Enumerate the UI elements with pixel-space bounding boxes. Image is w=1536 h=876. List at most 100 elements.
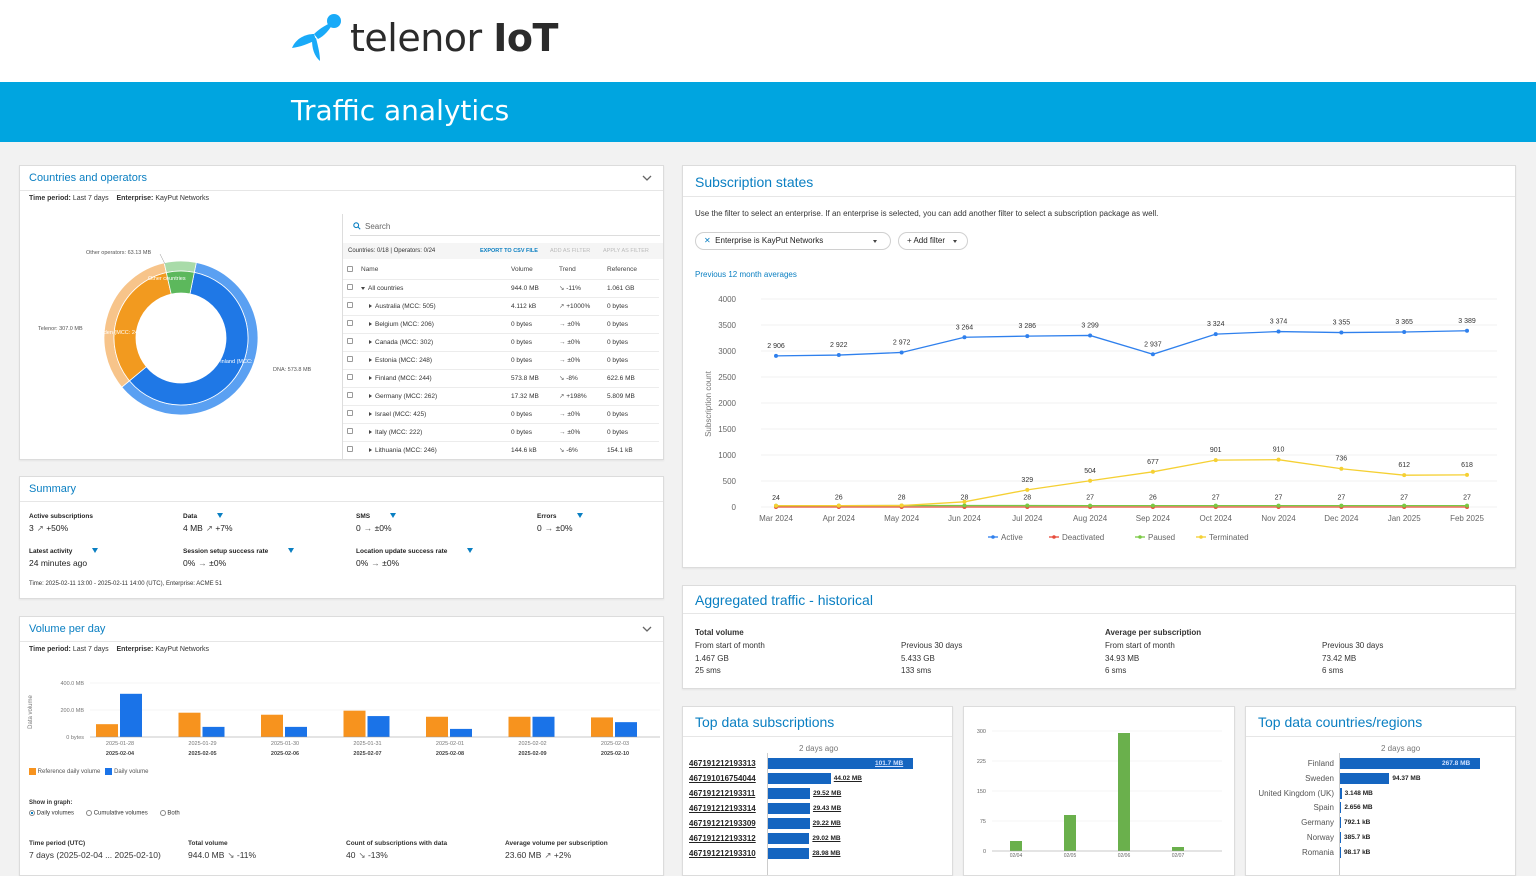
country-bar[interactable] <box>1340 817 1341 828</box>
select-all-checkbox[interactable] <box>347 266 353 272</box>
country-bar[interactable] <box>1340 773 1389 784</box>
point-terminated[interactable] <box>837 504 841 508</box>
point-paused[interactable] <box>1214 504 1218 508</box>
subscription-link[interactable]: 467191212193314 <box>689 804 756 813</box>
subscription-bar[interactable] <box>768 833 809 844</box>
caret-right-icon[interactable] <box>369 340 372 344</box>
point-paused[interactable] <box>1339 504 1343 508</box>
radio-cumulative[interactable]: Cumulative volumes <box>86 810 148 817</box>
point-active[interactable] <box>962 335 966 339</box>
legend-terminated[interactable]: Terminated <box>1209 533 1249 542</box>
legend-deactivated[interactable]: Deactivated <box>1062 533 1104 542</box>
point-active[interactable] <box>1402 330 1406 334</box>
bar-reference[interactable] <box>426 717 448 737</box>
row-checkbox[interactable] <box>347 428 353 434</box>
subscription-link[interactable]: 467191212193312 <box>689 834 756 843</box>
row-checkbox[interactable] <box>347 320 353 326</box>
bar-daily[interactable] <box>368 716 390 737</box>
bar-reference[interactable] <box>509 717 531 737</box>
filter-icon[interactable] <box>390 513 396 518</box>
radio-daily[interactable]: Daily volumes <box>29 810 74 817</box>
filter-icon[interactable] <box>217 513 223 518</box>
point-active[interactable] <box>1465 329 1469 333</box>
point-paused[interactable] <box>962 504 966 508</box>
row-checkbox[interactable] <box>347 356 353 362</box>
caret-right-icon[interactable] <box>369 448 372 452</box>
add-filter-chip[interactable]: + Add filter <box>898 232 968 250</box>
point-active[interactable] <box>900 350 904 354</box>
countries-donut[interactable]: Other operators: 63.13 MB Telenor: 307.0… <box>20 206 340 456</box>
point-terminated[interactable] <box>962 500 966 504</box>
point-terminated[interactable] <box>1465 473 1469 477</box>
point-terminated[interactable] <box>1214 458 1218 462</box>
point-paused[interactable] <box>1025 504 1029 508</box>
point-active[interactable] <box>1151 352 1155 356</box>
daily-bar[interactable] <box>1118 733 1130 851</box>
table-row[interactable]: Israel (MCC: 425)0 bytes→ ±0%0 bytes <box>343 405 659 423</box>
point-terminated[interactable] <box>1277 458 1281 462</box>
radio-both[interactable]: Both <box>160 810 180 817</box>
country-bar[interactable] <box>1340 832 1341 843</box>
add-filter-button[interactable]: ADD AS FILTER <box>550 248 590 254</box>
filter-icon[interactable] <box>288 548 294 553</box>
subscription-link[interactable]: 467191212193309 <box>689 819 756 828</box>
search-input[interactable]: Search <box>365 222 390 231</box>
states-chart[interactable]: 05001000150020002500300035004000Subscrip… <box>683 284 1516 554</box>
point-terminated[interactable] <box>1025 488 1029 492</box>
point-terminated[interactable] <box>774 504 778 508</box>
daily-bar[interactable] <box>1064 815 1076 851</box>
bar-daily[interactable] <box>285 727 307 737</box>
legend-paused[interactable]: Paused <box>1148 533 1175 542</box>
table-row[interactable]: Lithuania (MCC: 246)144.6 kB↘ -6%154.1 k… <box>343 441 659 459</box>
col-name[interactable]: Name <box>357 261 507 279</box>
search-box[interactable]: Search <box>350 218 660 236</box>
point-paused[interactable] <box>1151 504 1155 508</box>
table-row[interactable]: Germany (MCC: 262)17.32 MB↗ +198%5.809 M… <box>343 387 659 405</box>
caret-right-icon[interactable] <box>369 430 372 434</box>
point-paused[interactable] <box>1088 504 1092 508</box>
bar-reference[interactable] <box>261 715 283 737</box>
point-paused[interactable] <box>1402 504 1406 508</box>
table-row[interactable]: Italy (MCC: 222)0 bytes→ ±0%0 bytes <box>343 423 659 441</box>
point-terminated[interactable] <box>1339 467 1343 471</box>
country-bar[interactable] <box>1340 847 1341 858</box>
telenor-logo[interactable]: telenor IoT <box>290 14 558 62</box>
subscription-link[interactable]: 467191212193310 <box>689 849 756 858</box>
col-trend[interactable]: Trend <box>555 261 603 279</box>
filter-icon[interactable] <box>467 548 473 553</box>
point-active[interactable] <box>1277 330 1281 334</box>
caret-right-icon[interactable] <box>369 412 372 416</box>
point-terminated[interactable] <box>900 504 904 508</box>
subscription-link[interactable]: 467191212193311 <box>689 789 755 798</box>
subscription-bar[interactable] <box>768 788 810 799</box>
country-slice-other-countries[interactable] <box>166 271 194 294</box>
table-row[interactable]: Estonia (MCC: 248)0 bytes→ ±0%0 bytes <box>343 351 659 369</box>
point-active[interactable] <box>837 353 841 357</box>
export-csv-button[interactable]: EXPORT TO CSV FILE <box>480 248 538 254</box>
filter-icon[interactable] <box>92 548 98 553</box>
subscription-bar[interactable] <box>768 848 809 859</box>
bar-daily[interactable] <box>533 717 555 737</box>
bar-reference[interactable] <box>179 713 201 737</box>
subscription-bar[interactable] <box>768 818 810 829</box>
col-volume[interactable]: Volume <box>507 261 555 279</box>
daily-bar[interactable] <box>1010 841 1022 851</box>
point-active[interactable] <box>1088 333 1092 337</box>
caret-right-icon[interactable] <box>369 358 372 362</box>
point-active[interactable] <box>774 354 778 358</box>
caret-down-icon[interactable] <box>361 287 365 290</box>
point-active[interactable] <box>1339 331 1343 335</box>
caret-right-icon[interactable] <box>369 322 372 326</box>
series-line-active[interactable] <box>776 331 1467 356</box>
subscription-bar[interactable] <box>768 803 810 814</box>
chevron-down-icon[interactable] <box>641 623 653 635</box>
subscription-link[interactable]: 467191016754044 <box>689 774 756 783</box>
bar-daily[interactable] <box>615 722 637 737</box>
point-paused[interactable] <box>1465 504 1469 508</box>
enterprise-filter-chip[interactable]: ✕ Enterprise is KayPut Networks <box>695 232 891 250</box>
point-terminated[interactable] <box>1151 470 1155 474</box>
bar-daily[interactable] <box>450 729 472 737</box>
table-row[interactable]: Australia (MCC: 505)4.112 kB↗ +1000%0 by… <box>343 297 659 315</box>
